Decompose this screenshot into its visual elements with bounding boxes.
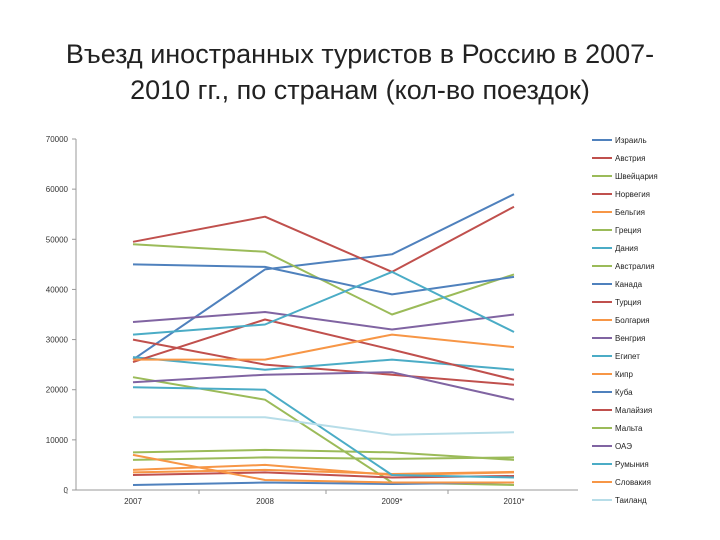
legend-label-15: Куба xyxy=(615,388,633,397)
x-tick-label: 2007 xyxy=(124,497,142,506)
chart-title-line-1: Въезд иностранных туристов в Россию в 20… xyxy=(65,39,655,69)
series-line-20 xyxy=(132,453,514,484)
x-tick-label: 2009* xyxy=(382,497,403,506)
legend-label-20: Словакия xyxy=(615,478,651,487)
series-line-19 xyxy=(132,386,515,479)
series-line-4 xyxy=(132,205,515,273)
chart-axes: 0 10000 20000 30000 40000 50000 60000 70000 2007… xyxy=(46,135,578,506)
legend-label-4: Норвегия xyxy=(615,190,650,199)
legend-label-11: Болгария xyxy=(615,316,650,325)
y-tick-label: 60000 xyxy=(46,185,69,194)
series-line-17 xyxy=(132,448,515,461)
legend-label-5: Бельгия xyxy=(615,208,645,217)
legend-label-1: Израиль xyxy=(615,136,647,145)
legend-label-19: Румыния xyxy=(615,460,649,469)
series-line-13 xyxy=(132,270,515,336)
y-tick-label: 10000 xyxy=(46,436,69,445)
series-line-6 xyxy=(132,243,515,316)
legend-label-7: Дания xyxy=(615,244,638,253)
legend-label-18: ОАЭ xyxy=(615,442,632,451)
legend-label-2: Австрия xyxy=(615,154,645,163)
y-tick-label: 0 xyxy=(64,486,69,495)
legend-label-9: Канада xyxy=(615,280,643,289)
series-line-2 xyxy=(132,338,515,386)
y-tick-label: 50000 xyxy=(46,235,69,244)
series-line-10 xyxy=(132,318,515,381)
series-line-1 xyxy=(132,193,515,361)
x-tick-label: 2008 xyxy=(256,497,274,506)
y-tick-label: 20000 xyxy=(46,386,69,395)
y-tick-label: 40000 xyxy=(46,285,69,294)
legend-label-6: Греция xyxy=(615,226,641,235)
chart-legend: Израиль Австрия Швейцария Норвегия Бельгия Гр… xyxy=(592,136,658,505)
series-line-3 xyxy=(132,456,515,461)
y-tick-label: 30000 xyxy=(46,336,69,345)
legend-label-3: Швейцария xyxy=(615,172,658,181)
legend-label-17: Мальта xyxy=(615,424,643,433)
series-line-11 xyxy=(133,333,515,361)
series-line-9 xyxy=(132,263,515,296)
legend-label-8: Австралия xyxy=(615,262,655,271)
series-line-12 xyxy=(132,311,515,331)
chart-title: Въезд иностранных туристов в Россию в 20… xyxy=(20,36,700,108)
y-tick-label: 70000 xyxy=(46,135,69,144)
x-tick-label: 2010* xyxy=(504,497,525,506)
series-line-21 xyxy=(133,416,515,436)
legend-label-13: Египет xyxy=(615,352,640,361)
legend-label-10: Турция xyxy=(615,298,641,307)
chart-series xyxy=(132,193,515,486)
legend-label-16: Малайзия xyxy=(615,406,652,415)
legend-label-21: Таиланд xyxy=(615,496,647,505)
legend-label-12: Венгрия xyxy=(615,334,645,343)
legend-label-14: Кипр xyxy=(615,370,633,379)
series-line-18 xyxy=(132,371,515,401)
chart-title-line-2: 2010 гг., по странам (кол-во поездок) xyxy=(130,75,590,105)
